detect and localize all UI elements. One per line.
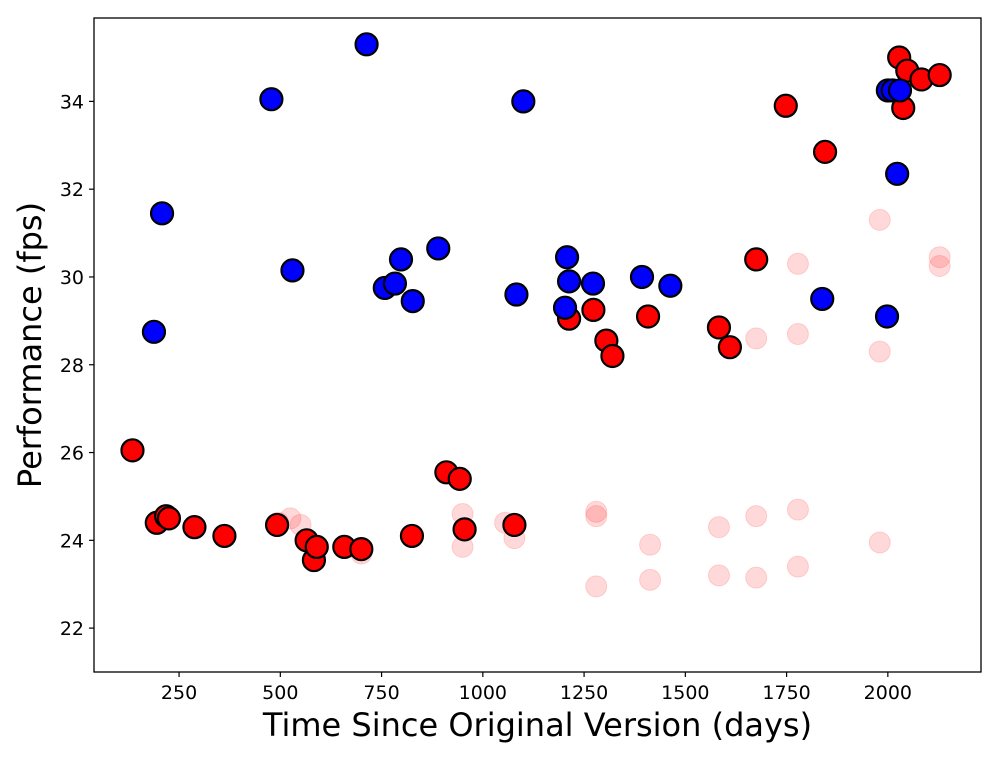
data-point <box>745 327 768 350</box>
data-point <box>554 245 580 270</box>
data-point <box>585 505 608 528</box>
data-point <box>156 506 182 531</box>
data-point <box>744 247 769 272</box>
x-tick-label: 2000 <box>864 682 912 704</box>
data-point <box>447 466 472 491</box>
data-point <box>585 575 608 598</box>
data-point <box>382 271 408 296</box>
data-point <box>717 335 742 360</box>
data-point <box>502 512 527 538</box>
data-point <box>304 534 329 560</box>
data-point <box>120 438 145 463</box>
data-point <box>812 139 838 164</box>
y-tick-label: 30 <box>60 267 84 289</box>
data-point <box>773 93 798 118</box>
points-layer <box>120 32 952 598</box>
data-point <box>399 523 425 549</box>
data-point <box>556 269 582 294</box>
x-tick-label: 1000 <box>459 682 507 704</box>
data-point <box>600 343 625 369</box>
x-axis-label: Time Since Original Version (days) <box>262 706 812 744</box>
data-point <box>706 315 732 340</box>
data-point <box>511 89 536 114</box>
data-point <box>426 236 451 261</box>
y-tick-label: 28 <box>60 355 84 377</box>
data-point <box>928 246 951 269</box>
data-point <box>635 304 661 329</box>
data-point <box>707 564 730 587</box>
data-point <box>786 323 809 346</box>
data-point <box>280 258 305 283</box>
data-point <box>927 62 952 88</box>
x-tick-label: 750 <box>363 682 399 704</box>
y-tick-label: 32 <box>60 179 84 201</box>
data-point <box>629 264 655 290</box>
data-point <box>868 340 891 363</box>
data-point <box>874 304 900 329</box>
data-point <box>810 286 835 312</box>
y-tick-label: 24 <box>60 530 84 552</box>
data-point <box>786 555 809 578</box>
data-point <box>786 252 809 275</box>
y-tick-label: 22 <box>60 618 84 640</box>
y-tick-label: 26 <box>60 443 84 465</box>
plot-frame <box>93 17 982 673</box>
data-point <box>745 505 768 528</box>
data-point <box>182 515 207 540</box>
data-point <box>349 537 374 562</box>
data-point <box>141 319 167 344</box>
data-point <box>504 282 529 307</box>
x-tick-label: 500 <box>262 682 298 704</box>
data-point <box>400 289 425 314</box>
x-tick-label: 1500 <box>661 682 709 704</box>
data-point <box>868 531 891 554</box>
y-axis-label: Performance (fps) <box>11 202 49 488</box>
data-point <box>885 161 910 186</box>
data-point <box>745 566 768 589</box>
x-tick-label: 1250 <box>560 682 608 704</box>
x-tick-label: 250 <box>161 682 197 704</box>
data-point <box>928 254 951 277</box>
data-point <box>259 87 284 112</box>
data-point <box>585 500 608 523</box>
data-point <box>581 297 606 322</box>
data-point <box>552 295 578 320</box>
data-point <box>264 512 290 538</box>
data-point <box>887 78 913 103</box>
data-point <box>707 516 730 539</box>
data-point <box>868 208 891 231</box>
data-point <box>388 247 414 272</box>
y-tick-label: 34 <box>60 91 84 113</box>
data-point <box>786 498 809 521</box>
ticks-layer: 250 500 750 1000 1250 1500 1750 2000 22 24 26 28 30 3… <box>60 91 912 704</box>
data-point <box>580 271 606 296</box>
data-point <box>658 273 683 298</box>
data-point <box>149 201 175 226</box>
data-point <box>452 517 477 542</box>
data-point <box>212 523 237 549</box>
data-point <box>639 568 662 591</box>
data-point <box>639 533 662 556</box>
data-point <box>354 32 379 57</box>
x-tick-label: 1750 <box>762 682 810 704</box>
